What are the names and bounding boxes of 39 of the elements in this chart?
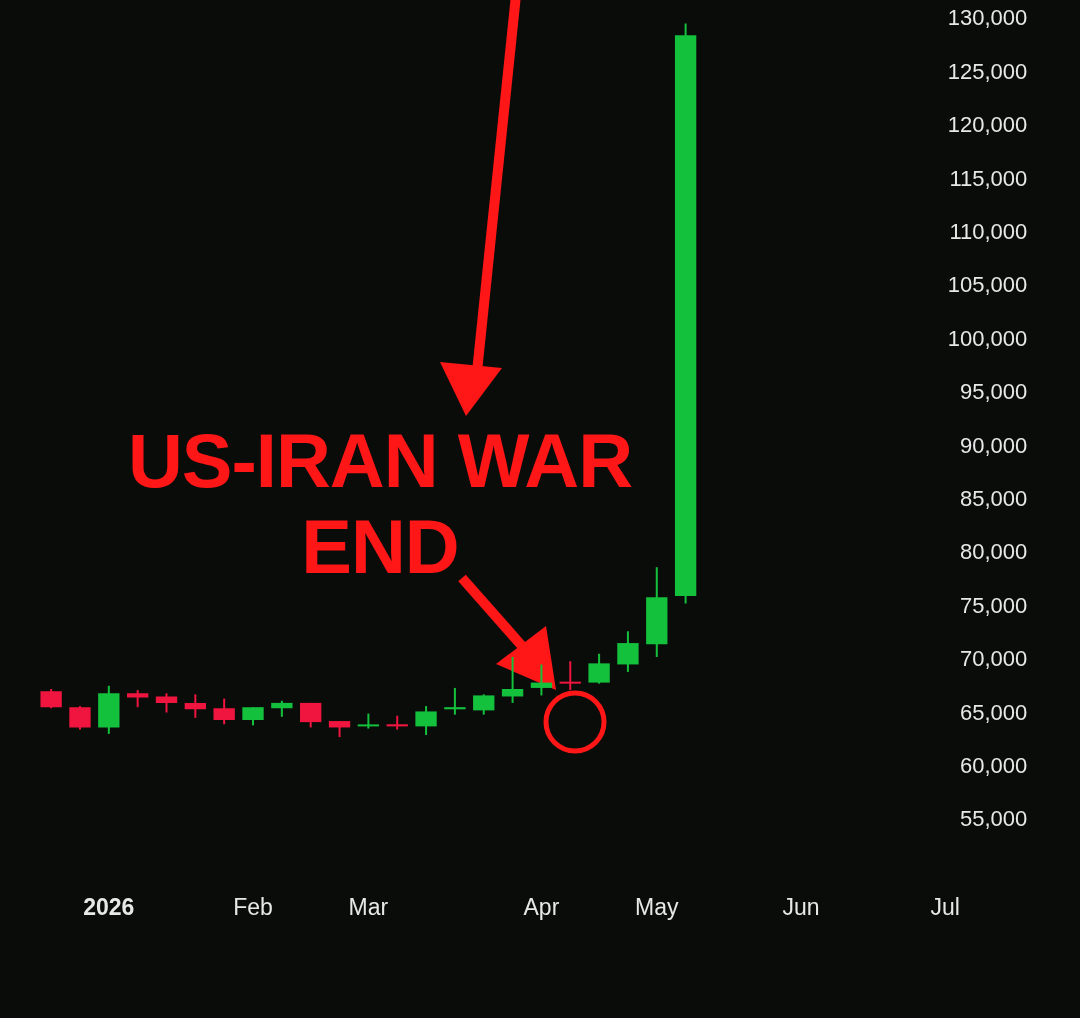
y-tick-label: 80,000 [959,539,1028,565]
candlestick [300,701,322,729]
y-tick-label: 60,000 [959,753,1028,779]
candlestick [155,692,178,714]
x-tick-label: Jul [930,893,960,920]
candlestick [617,630,639,673]
candlestick [501,655,524,704]
x-tick-label: Feb [233,893,273,920]
candlestick [40,688,62,710]
y-tick-label: 55,000 [959,806,1028,832]
candlestick [69,705,91,731]
x-tick-label: May [635,893,680,920]
y-tick-label: 90,000 [959,432,1028,458]
candlestick [213,697,235,726]
x-tick-label: Apr [523,893,560,920]
y-tick-label: 85,000 [959,485,1028,511]
candlestick [415,705,437,736]
x-tick-label: 2026 [83,893,135,920]
y-tick-label: 115,000 [949,165,1028,191]
candlestick [588,652,610,685]
y-tick-label: 65,000 [959,699,1028,725]
candlestick [559,660,581,692]
annotation: US-IRAN WAR END [126,418,634,590]
y-tick-label: 95,000 [959,379,1028,405]
candlestick [242,706,264,727]
candlestick [473,693,495,716]
y-tick-label: 100,000 [947,325,1028,351]
y-tick-label: 125,000 [947,58,1028,84]
y-tick-label: 75,000 [959,592,1028,618]
y-tick-label: 70,000 [959,646,1028,672]
candlestick [530,663,553,697]
y-tick-label: 120,000 [947,112,1028,138]
candlestick [444,686,466,716]
x-tick-label: Mar [348,893,389,920]
candlestick [184,693,207,719]
y-tick-label: 130,000 [947,5,1028,31]
y-tick-label: 105,000 [947,272,1028,298]
y-tick-label: 110,000 [949,218,1028,244]
x-tick-label: Jun [782,893,820,920]
